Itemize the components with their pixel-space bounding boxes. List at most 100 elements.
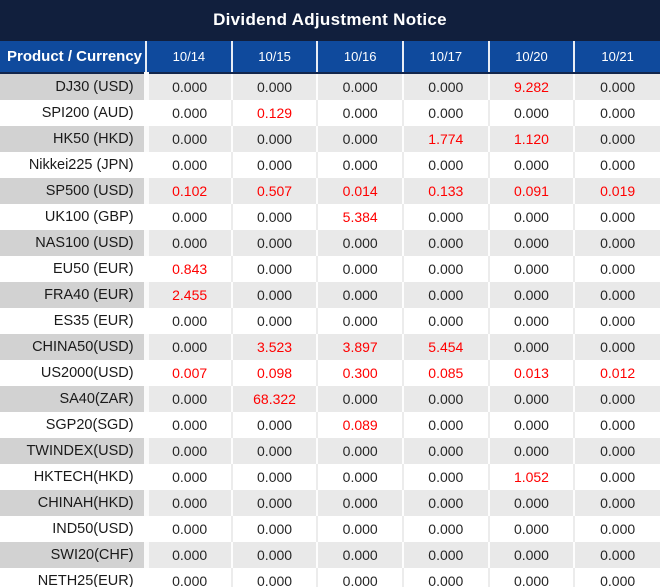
dividend-value: 0.000 <box>145 334 232 360</box>
dividend-value: 0.000 <box>316 386 403 412</box>
product-cell: TWINDEX(USD) <box>0 438 149 464</box>
table-row: HK50 (HKD) 0.000 0.000 0.000 1.774 1.120 0.000 <box>0 126 660 152</box>
dividend-value-highlighted: 0.129 <box>230 100 318 126</box>
dividend-value: 0.000 <box>573 230 660 256</box>
dividend-value: 0.000 <box>230 412 318 438</box>
dividend-value: 0.000 <box>487 100 575 126</box>
product-cell: SWI20(CHF) <box>0 542 149 568</box>
product-cell: ES35 (EUR) <box>0 308 149 334</box>
product-cell: HK50 (HKD) <box>0 126 149 152</box>
dividend-value-highlighted: 0.013 <box>487 360 575 386</box>
column-header-date: 10/20 <box>487 39 575 74</box>
dividend-value: 0.000 <box>402 386 489 412</box>
dividend-value: 0.000 <box>145 100 232 126</box>
dividend-value: 0.000 <box>487 386 575 412</box>
dividend-value: 0.000 <box>573 464 660 490</box>
dividend-value: 0.000 <box>316 568 403 587</box>
dividend-value: 0.000 <box>230 126 318 152</box>
product-cell: CHINA50(USD) <box>0 334 149 360</box>
dividend-value: 0.000 <box>402 490 489 516</box>
dividend-value-highlighted: 5.454 <box>402 334 489 360</box>
column-header-date: 10/15 <box>230 39 318 74</box>
dividend-value: 0.000 <box>573 73 660 100</box>
dividend-value-highlighted: 0.507 <box>230 178 318 204</box>
table-row: EU50 (EUR) 0.843 0.000 0.000 0.000 0.000 0.000 <box>0 256 660 282</box>
column-header-row: Product / Currency 10/14 10/15 10/16 10/… <box>0 39 660 74</box>
dividend-value-highlighted: 0.300 <box>316 360 403 386</box>
dividend-value-highlighted: 0.085 <box>402 360 489 386</box>
dividend-value: 0.000 <box>316 230 403 256</box>
dividend-value: 0.000 <box>402 73 489 100</box>
dividend-value: 0.000 <box>573 334 660 360</box>
product-cell: CHINAH(HKD) <box>0 490 149 516</box>
dividend-value: 0.000 <box>573 100 660 126</box>
dividend-value: 0.000 <box>402 464 489 490</box>
dividend-value: 0.000 <box>402 438 489 464</box>
dividend-value: 0.000 <box>402 230 489 256</box>
dividend-value: 0.000 <box>487 438 575 464</box>
dividend-value: 0.000 <box>573 542 660 568</box>
dividend-value: 0.000 <box>145 152 232 178</box>
dividend-value-highlighted: 5.384 <box>316 204 403 230</box>
dividend-value: 0.000 <box>145 490 232 516</box>
dividend-value-highlighted: 3.897 <box>316 334 403 360</box>
product-cell: SPI200 (AUD) <box>0 100 149 126</box>
table-row: SPI200 (AUD) 0.000 0.129 0.000 0.000 0.000 0.0… <box>0 100 660 126</box>
dividend-value: 0.000 <box>316 256 403 282</box>
dividend-value: 0.000 <box>573 386 660 412</box>
dividend-value: 0.000 <box>230 516 318 542</box>
dividend-value: 0.000 <box>230 256 318 282</box>
product-cell: SGP20(SGD) <box>0 412 149 438</box>
dividend-value: 0.000 <box>316 438 403 464</box>
dividend-value: 0.000 <box>316 282 403 308</box>
page-title: Dividend Adjustment Notice <box>0 0 660 40</box>
dividend-value: 0.000 <box>230 464 318 490</box>
column-header-date: 10/14 <box>145 39 232 74</box>
table-row: NETH25(EUR) 0.000 0.000 0.000 0.000 0.000 0.00… <box>0 568 660 587</box>
dividend-value: 0.000 <box>402 412 489 438</box>
product-cell: NETH25(EUR) <box>0 568 149 587</box>
table-row: CHINAH(HKD) 0.000 0.000 0.000 0.000 0.000 0.00… <box>0 490 660 516</box>
dividend-value-highlighted: 0.098 <box>230 360 318 386</box>
dividend-value-highlighted: 0.102 <box>145 178 232 204</box>
table-row: Nikkei225 (JPN) 0.000 0.000 0.000 0.000 0.000… <box>0 152 660 178</box>
dividend-value: 0.000 <box>573 412 660 438</box>
dividend-value-highlighted: 2.455 <box>145 282 232 308</box>
dividend-value-highlighted: 1.120 <box>487 126 575 152</box>
dividend-value: 0.000 <box>230 568 318 587</box>
dividend-value: 0.000 <box>573 256 660 282</box>
dividend-value: 0.000 <box>316 464 403 490</box>
table-row: CHINA50(USD) 0.000 3.523 3.897 5.454 0.000 0.0… <box>0 334 660 360</box>
column-header-product: Product / Currency <box>0 39 147 74</box>
dividend-value-highlighted: 1.052 <box>487 464 575 490</box>
dividend-value-highlighted: 68.322 <box>230 386 318 412</box>
table-row: UK100 (GBP) 0.000 0.000 5.384 0.000 0.000 0.00… <box>0 204 660 230</box>
dividend-value: 0.000 <box>487 568 575 587</box>
dividend-value: 0.000 <box>402 100 489 126</box>
dividend-value: 0.000 <box>145 516 232 542</box>
dividend-value: 0.000 <box>402 568 489 587</box>
dividend-value: 0.000 <box>316 126 403 152</box>
table-row: FRA40 (EUR) 2.455 0.000 0.000 0.000 0.000 0.00… <box>0 282 660 308</box>
dividend-value: 0.000 <box>573 282 660 308</box>
dividend-value: 0.000 <box>487 204 575 230</box>
dividend-value: 0.000 <box>230 152 318 178</box>
product-cell: DJ30 (USD) <box>0 73 149 100</box>
dividend-value: 0.000 <box>145 308 232 334</box>
dividend-value: 0.000 <box>145 568 232 587</box>
product-cell: FRA40 (EUR) <box>0 282 149 308</box>
dividend-value: 0.000 <box>316 100 403 126</box>
dividend-value-highlighted: 0.843 <box>145 256 232 282</box>
dividend-value: 0.000 <box>316 542 403 568</box>
product-cell: SP500 (USD) <box>0 178 149 204</box>
table-row: DJ30 (USD) 0.000 0.000 0.000 0.000 9.282 0.000 <box>0 73 660 100</box>
dividend-value: 0.000 <box>230 438 318 464</box>
dividend-value: 0.000 <box>487 412 575 438</box>
dividend-value-highlighted: 3.523 <box>230 334 318 360</box>
dividend-value-highlighted: 1.774 <box>402 126 489 152</box>
dividend-value: 0.000 <box>402 152 489 178</box>
title-row: Dividend Adjustment Notice <box>0 0 660 40</box>
table-row: SA40(ZAR) 0.000 68.322 0.000 0.000 0.000 0.000 <box>0 386 660 412</box>
dividend-value: 0.000 <box>145 73 232 100</box>
